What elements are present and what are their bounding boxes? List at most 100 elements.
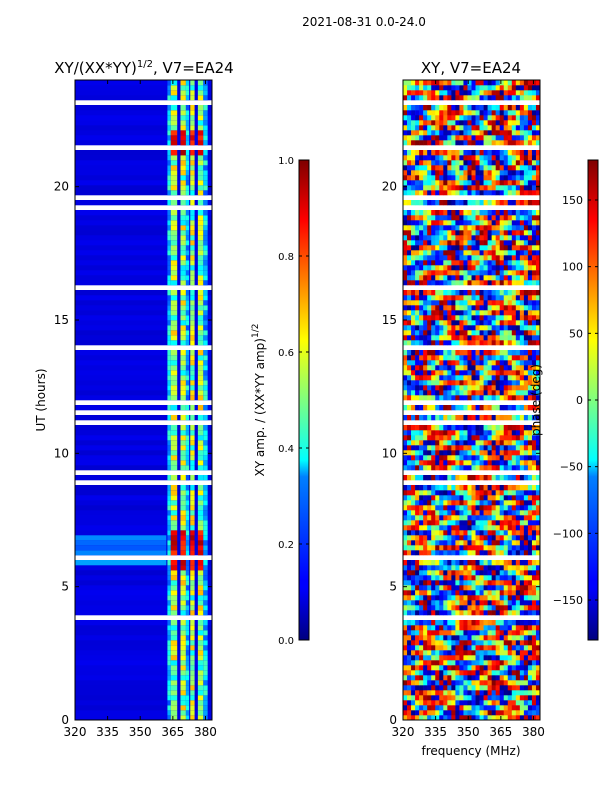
right-cell — [443, 240, 448, 246]
right-cell — [491, 490, 496, 496]
right-cell — [411, 270, 416, 276]
right-cell — [451, 315, 456, 321]
right-cell — [491, 665, 496, 671]
right-cell — [519, 510, 525, 516]
right-cell — [451, 130, 456, 136]
right-cell — [491, 245, 496, 251]
right-cell — [475, 475, 480, 481]
right-cell — [507, 120, 513, 126]
right-cell — [527, 225, 533, 231]
right-cell — [415, 460, 420, 466]
left-cell-band — [180, 140, 186, 146]
right-cell — [479, 230, 484, 236]
left-cell-background — [75, 275, 212, 281]
right-cell — [419, 680, 424, 686]
left-cell-background — [75, 390, 212, 396]
right-cell — [455, 565, 460, 571]
left-cell-band — [197, 605, 204, 611]
right-cell — [519, 710, 525, 716]
left-cell-edge — [203, 575, 208, 581]
right-cell — [523, 485, 529, 491]
right-cell — [419, 650, 424, 656]
right-cell — [463, 305, 468, 311]
left-cell-edge — [185, 695, 190, 701]
right-cell — [487, 550, 492, 556]
right-cell — [447, 510, 452, 516]
right-cell — [515, 645, 521, 651]
left-cell-edge — [203, 220, 208, 226]
left-cell-band — [190, 175, 195, 181]
right-cell — [463, 605, 468, 611]
right-cell — [479, 335, 484, 341]
right-cell — [463, 290, 468, 296]
right-cell — [419, 425, 424, 431]
left-cell-band — [170, 635, 178, 641]
right-cell — [447, 85, 452, 91]
right-cell — [535, 540, 541, 546]
right-cell — [535, 225, 541, 231]
right-cell — [431, 665, 436, 671]
left-cell-edge — [203, 655, 208, 661]
right-cell — [415, 150, 420, 156]
right-cell — [427, 695, 432, 701]
right-cell — [435, 605, 440, 611]
right-cell — [403, 90, 408, 96]
right-cell — [459, 405, 464, 411]
right-cell — [431, 135, 436, 141]
left-cell-band — [170, 385, 178, 391]
right-cell — [439, 455, 444, 461]
right-cell — [519, 630, 525, 636]
right-cell — [467, 430, 472, 436]
left-cell-edge — [203, 90, 208, 96]
right-cell — [423, 310, 428, 316]
right-cell — [535, 645, 541, 651]
right-cell — [463, 275, 468, 281]
left-cell-background — [75, 185, 212, 191]
right-cell — [451, 630, 456, 636]
right-cell — [447, 175, 452, 181]
right-cell — [427, 170, 432, 176]
right-cell — [423, 175, 428, 181]
right-cell — [427, 210, 432, 216]
right-cell — [443, 565, 448, 571]
left-cell-background — [75, 670, 212, 676]
right-cell — [487, 260, 492, 266]
right-cell — [515, 360, 521, 366]
right-cell — [535, 565, 541, 571]
left-cell-band — [197, 210, 204, 216]
right-cell — [419, 715, 424, 721]
left-cell-edge — [203, 450, 208, 456]
right-cell — [459, 185, 464, 191]
right-cell — [515, 375, 521, 381]
left-cell-edge — [167, 90, 171, 96]
right-cell — [527, 130, 533, 136]
right-cell — [463, 680, 468, 686]
right-cell — [471, 315, 476, 321]
right-cell — [499, 275, 505, 281]
right-cell — [435, 90, 440, 96]
right-cell — [407, 495, 412, 501]
left-cell-band — [190, 630, 195, 636]
right-cell — [407, 565, 412, 571]
right-cell — [427, 235, 432, 241]
right-cell — [475, 630, 480, 636]
left-cell-edge — [203, 350, 208, 356]
right-cell — [431, 395, 436, 401]
right-cell — [431, 360, 436, 366]
right-cell — [463, 635, 468, 641]
right-cell — [407, 675, 412, 681]
right-cell — [527, 200, 533, 206]
right-cell — [515, 355, 521, 361]
left-cell-band — [180, 335, 186, 341]
right-cell — [499, 160, 505, 166]
right-cell — [439, 620, 444, 626]
right-cell — [535, 255, 541, 261]
right-cell — [515, 240, 521, 246]
right-cell — [483, 590, 488, 596]
right-cell — [439, 585, 444, 591]
left-cell-edge — [203, 380, 208, 386]
right-cell — [527, 340, 533, 346]
right-cell — [491, 405, 496, 411]
right-cell — [451, 585, 456, 591]
left-cell-edge — [203, 170, 208, 176]
